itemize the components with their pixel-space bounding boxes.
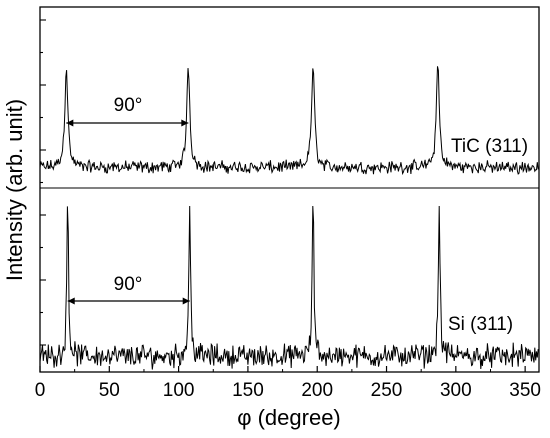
x-axis-ticks (39, 366, 526, 372)
series-label-tic-311: TiC (311) (451, 136, 528, 157)
x-tick-label-150: 150 (232, 380, 264, 401)
x-tick-label-200: 200 (301, 380, 333, 401)
plot-frame (39, 6, 540, 373)
x-tick-label-100: 100 (163, 380, 195, 401)
annotation-90-lower: 90° (114, 274, 143, 295)
x-tick-label-300: 300 (440, 380, 472, 401)
y-axis-label: Intensity (arb. unit) (2, 99, 27, 281)
annotation-upper: 90° (66, 95, 189, 127)
lower-curve-group (39, 205, 539, 370)
y-axis-ticks (40, 19, 46, 346)
x-axis-label: φ (degree) (237, 405, 341, 430)
x-tick-label-50: 50 (99, 380, 120, 401)
series-line-tic-311 (39, 66, 539, 176)
upper-curve-group (39, 66, 539, 176)
x-axis-tick-labels: 0 50 100 150 200 250 300 350 (35, 380, 541, 401)
x-tick-label-250: 250 (371, 380, 403, 401)
annotation-90-upper: 90° (114, 95, 143, 116)
x-tick-label-0: 0 (35, 380, 46, 401)
series-line-si-311 (39, 205, 539, 370)
annotation-lower: 90° (67, 274, 190, 305)
x-tick-label-350: 350 (509, 380, 541, 401)
series-label-si-311: Si (311) (448, 314, 513, 335)
